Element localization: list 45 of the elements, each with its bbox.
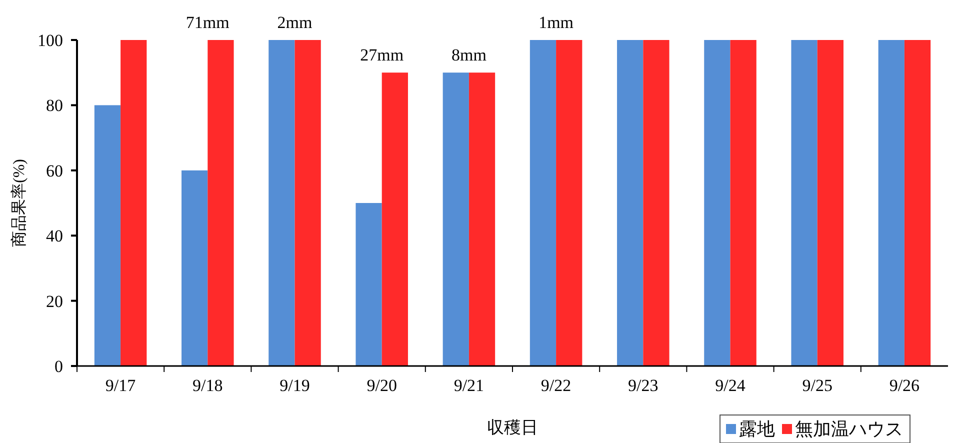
bar — [704, 40, 730, 366]
y-tick-label: 60 — [46, 161, 63, 180]
bar — [182, 170, 208, 366]
legend-label: 無加温ハウス — [795, 419, 903, 439]
bar — [268, 40, 295, 366]
bar — [120, 40, 147, 366]
bar — [556, 40, 582, 366]
x-tick-label: 9/26 — [889, 376, 920, 395]
bar — [878, 40, 904, 366]
y-tick-label: 100 — [38, 30, 63, 50]
y-axis-title: 商品果率(%) — [10, 159, 28, 247]
y-tick-label: 40 — [46, 226, 63, 246]
x-tick-label: 9/20 — [366, 376, 397, 395]
x-tick-label: 9/19 — [280, 376, 310, 395]
bar — [356, 203, 382, 366]
text: 1mm — [538, 13, 574, 32]
y-tick-label: 80 — [46, 96, 63, 116]
text: 2mm — [277, 13, 312, 32]
annotation: 27mm — [360, 46, 404, 65]
x-tick-label: 9/18 — [192, 376, 223, 395]
bar — [904, 40, 931, 366]
bar — [208, 40, 234, 366]
bar — [94, 105, 121, 366]
text: 71mm — [186, 13, 230, 32]
x-axis-title: 収穫日 — [487, 418, 538, 437]
y-tick-label: 20 — [46, 292, 63, 311]
x-tick-label: 9/25 — [802, 376, 832, 395]
bar — [617, 40, 644, 366]
y-tick-label: 0 — [54, 356, 63, 376]
x-tick-label: 9/22 — [540, 376, 572, 395]
x-tick-label: 9/17 — [105, 376, 136, 395]
bar — [442, 72, 469, 366]
bar — [730, 40, 756, 366]
annotation: 8mm — [451, 46, 486, 65]
bar — [468, 72, 496, 366]
legend-label: 露地 — [739, 419, 775, 439]
bar — [382, 72, 408, 366]
x-tick-label: 9/23 — [628, 376, 658, 395]
x-tick-label: 9/24 — [715, 376, 746, 395]
bar — [643, 40, 670, 366]
bar — [294, 40, 321, 366]
x-tick-label: 9/21 — [454, 376, 484, 395]
bar — [530, 40, 556, 366]
bar — [817, 40, 844, 366]
bar — [791, 40, 818, 366]
